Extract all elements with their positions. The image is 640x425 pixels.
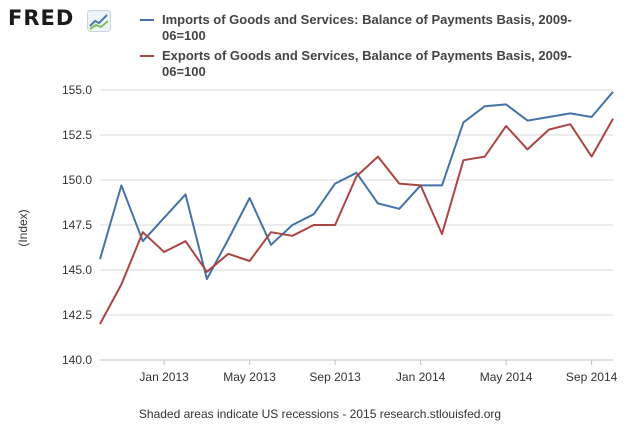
series-lines xyxy=(99,91,614,325)
legend-swatch-imports xyxy=(140,19,154,21)
legend-item-imports: Imports of Goods and Services: Balance o… xyxy=(140,12,592,44)
legend-label-exports: Exports of Goods and Services, Balance o… xyxy=(162,48,572,79)
legend-label-imports: Imports of Goods and Services: Balance o… xyxy=(162,12,572,43)
chart-legend: Imports of Goods and Services: Balance o… xyxy=(140,12,592,84)
x-tick-label: Sep 2014 xyxy=(566,370,618,384)
legend-item-exports: Exports of Goods and Services, Balance o… xyxy=(140,48,592,80)
x-tick-label: May 2013 xyxy=(223,370,276,384)
y-tick-label: 145.0 xyxy=(62,263,92,277)
fred-logo-text: FRED xyxy=(8,6,75,30)
grid-lines xyxy=(100,89,613,361)
y-tick-label: 142.5 xyxy=(62,308,92,322)
y-axis-label: (Index) xyxy=(16,209,30,246)
axes: 155.0 152.5 150.0 147.5 145.0 142.5 140.0 Jan 2… xyxy=(62,83,618,384)
footer-note: Shaded areas indicate US recessions - 20… xyxy=(138,407,502,421)
y-tick-label: 150.0 xyxy=(62,173,92,187)
x-tick-label: Jan 2014 xyxy=(396,370,446,384)
x-tick-label: Sep 2013 xyxy=(309,370,361,384)
series-line-exports xyxy=(99,118,614,325)
chart-line-icon xyxy=(87,10,111,32)
x-tick-label: May 2014 xyxy=(480,370,533,384)
fred-logo: FRED xyxy=(8,6,111,36)
y-tick-label: 147.5 xyxy=(62,218,92,232)
series-line-imports xyxy=(99,91,614,280)
y-tick-label: 155.0 xyxy=(62,83,92,97)
legend-swatch-exports xyxy=(140,55,154,57)
y-tick-label: 140.0 xyxy=(62,353,92,367)
x-tick-label: Jan 2013 xyxy=(139,370,189,384)
y-tick-label: 152.5 xyxy=(62,128,92,142)
